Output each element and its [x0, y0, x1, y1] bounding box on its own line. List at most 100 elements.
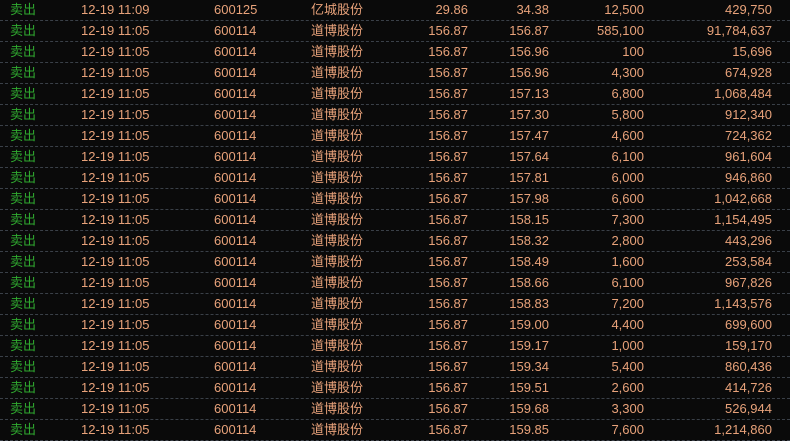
deal-price: 158.66	[509, 275, 549, 290]
table-row[interactable]: 卖出 12-19 11:05 600114 道博股份 156.87 159.51 2,600…	[0, 378, 790, 399]
deal-price: 157.64	[509, 149, 549, 164]
volume: 4,400	[611, 317, 644, 332]
stock-code: 600114	[214, 359, 257, 374]
price: 156.87	[428, 65, 468, 80]
volume: 3,300	[611, 401, 644, 416]
table-row[interactable]: 卖出 12-19 11:05 600114 道博股份 156.87 158.66 6,100…	[0, 273, 790, 294]
table-row[interactable]: 卖出 12-19 11:05 600114 道博股份 156.87 158.32 2,800…	[0, 231, 790, 252]
price: 156.87	[428, 44, 468, 59]
amount: 1,143,576	[714, 296, 772, 311]
table-row[interactable]: 卖出 12-19 11:05 600114 道博股份 156.87 159.00 4,400…	[0, 315, 790, 336]
stock-code: 600114	[214, 296, 257, 311]
deal-price: 157.98	[509, 191, 549, 206]
volume: 7,600	[611, 422, 644, 437]
trade-time: 12-19 11:05	[81, 359, 150, 374]
volume: 7,200	[611, 296, 644, 311]
stock-name: 道博股份	[311, 359, 364, 374]
deal-price: 158.15	[509, 212, 549, 227]
trade-time: 12-19 11:05	[81, 149, 150, 164]
table-row[interactable]: 卖出 12-19 11:05 600114 道博股份 156.87 157.98 6,600…	[0, 189, 790, 210]
stock-name: 道博股份	[311, 170, 364, 185]
trade-time: 12-19 11:05	[81, 422, 150, 437]
table-row[interactable]: 卖出 12-19 11:05 600114 道博股份 156.87 156.96 100 15…	[0, 42, 790, 63]
stock-code: 600114	[214, 23, 257, 38]
table-row[interactable]: 卖出 12-19 11:05 600114 道博股份 156.87 159.34 5,400…	[0, 357, 790, 378]
deal-price: 156.96	[509, 65, 549, 80]
amount: 699,600	[725, 317, 772, 332]
trade-time: 12-19 11:05	[81, 86, 150, 101]
stock-code: 600114	[214, 254, 257, 269]
volume: 2,800	[611, 233, 644, 248]
amount: 253,584	[725, 254, 772, 269]
stock-code: 600114	[214, 44, 257, 59]
deal-price: 158.32	[509, 233, 549, 248]
stock-code: 600114	[214, 170, 257, 185]
table-row[interactable]: 卖出 12-19 11:05 600114 道博股份 156.87 158.15 7,300…	[0, 210, 790, 231]
trade-time: 12-19 11:05	[81, 296, 150, 311]
table-row[interactable]: 卖出 12-19 11:05 600114 道博股份 156.87 156.87 585,1…	[0, 21, 790, 42]
price: 156.87	[428, 359, 468, 374]
stock-name: 道博股份	[311, 233, 364, 248]
amount: 674,928	[725, 65, 772, 80]
trade-type: 卖出	[10, 44, 37, 59]
table-row[interactable]: 卖出 12-19 11:05 600114 道博股份 156.87 158.49 1,600…	[0, 252, 790, 273]
amount: 860,436	[725, 359, 772, 374]
stock-name: 道博股份	[311, 275, 364, 290]
trade-type: 卖出	[10, 275, 37, 290]
table-row[interactable]: 卖出 12-19 11:05 600114 道博股份 156.87 157.13 6,800…	[0, 84, 790, 105]
price: 156.87	[428, 380, 468, 395]
trade-time: 12-19 11:05	[81, 254, 150, 269]
stock-code: 600114	[214, 86, 257, 101]
trade-time: 12-19 11:05	[81, 212, 150, 227]
trade-type: 卖出	[10, 338, 37, 353]
stock-name: 道博股份	[311, 380, 364, 395]
trade-time: 12-19 11:09	[81, 2, 150, 17]
volume: 5,400	[611, 359, 644, 374]
price: 156.87	[428, 254, 468, 269]
amount: 961,604	[725, 149, 772, 164]
stock-code: 600114	[214, 401, 257, 416]
stock-code: 600114	[214, 107, 257, 122]
trade-time: 12-19 11:05	[81, 338, 150, 353]
price: 156.87	[428, 128, 468, 143]
stock-name: 道博股份	[311, 65, 364, 80]
volume: 100	[622, 44, 644, 59]
table-row[interactable]: 卖出 12-19 11:05 600114 道博股份 156.87 157.47 4,600…	[0, 126, 790, 147]
trade-time: 12-19 11:05	[81, 233, 150, 248]
volume: 6,100	[611, 149, 644, 164]
stock-code: 600114	[214, 233, 257, 248]
table-row[interactable]: 卖出 12-19 11:05 600114 道博股份 156.87 159.17 1,000…	[0, 336, 790, 357]
volume: 4,300	[611, 65, 644, 80]
amount: 429,750	[725, 2, 772, 17]
trade-type: 卖出	[10, 149, 37, 164]
trade-type: 卖出	[10, 296, 37, 311]
table-row[interactable]: 卖出 12-19 11:05 600114 道博股份 156.87 157.30 5,800…	[0, 105, 790, 126]
stock-code: 600125	[214, 2, 258, 17]
price: 156.87	[428, 338, 468, 353]
price: 156.87	[428, 107, 468, 122]
volume: 2,600	[611, 380, 644, 395]
table-row[interactable]: 卖出 12-19 11:05 600114 道博股份 156.87 158.83 7,200…	[0, 294, 790, 315]
amount: 724,362	[725, 128, 772, 143]
trade-time: 12-19 11:05	[81, 128, 150, 143]
table-row[interactable]: 卖出 12-19 11:05 600114 道博股份 156.87 156.96 4,300…	[0, 63, 790, 84]
amount: 912,340	[725, 107, 772, 122]
table-row[interactable]: 卖出 12-19 11:05 600114 道博股份 156.87 157.64 6,100…	[0, 147, 790, 168]
trade-type: 卖出	[10, 2, 37, 17]
trade-type: 卖出	[10, 128, 37, 143]
table-row[interactable]: 卖出 12-19 11:05 600114 道博股份 156.87 157.81 6,000…	[0, 168, 790, 189]
table-row[interactable]: 卖出 12-19 11:05 600114 道博股份 156.87 159.68 3,300…	[0, 399, 790, 420]
stock-name: 道博股份	[311, 149, 364, 164]
stock-code: 600114	[214, 422, 257, 437]
volume: 1,600	[611, 254, 644, 269]
amount: 967,826	[725, 275, 772, 290]
trade-time: 12-19 11:05	[81, 275, 150, 290]
stock-name: 道博股份	[311, 254, 364, 269]
stock-code: 600114	[214, 149, 257, 164]
trade-time: 12-19 11:05	[81, 44, 150, 59]
stock-name: 道博股份	[311, 191, 364, 206]
amount: 1,068,484	[714, 86, 772, 101]
table-row[interactable]: 卖出 12-19 11:09 600125 亿城股份 29.86 34.38 12,500 4…	[0, 0, 790, 21]
table-row[interactable]: 卖出 12-19 11:05 600114 道博股份 156.87 159.85 7,600…	[0, 420, 790, 441]
